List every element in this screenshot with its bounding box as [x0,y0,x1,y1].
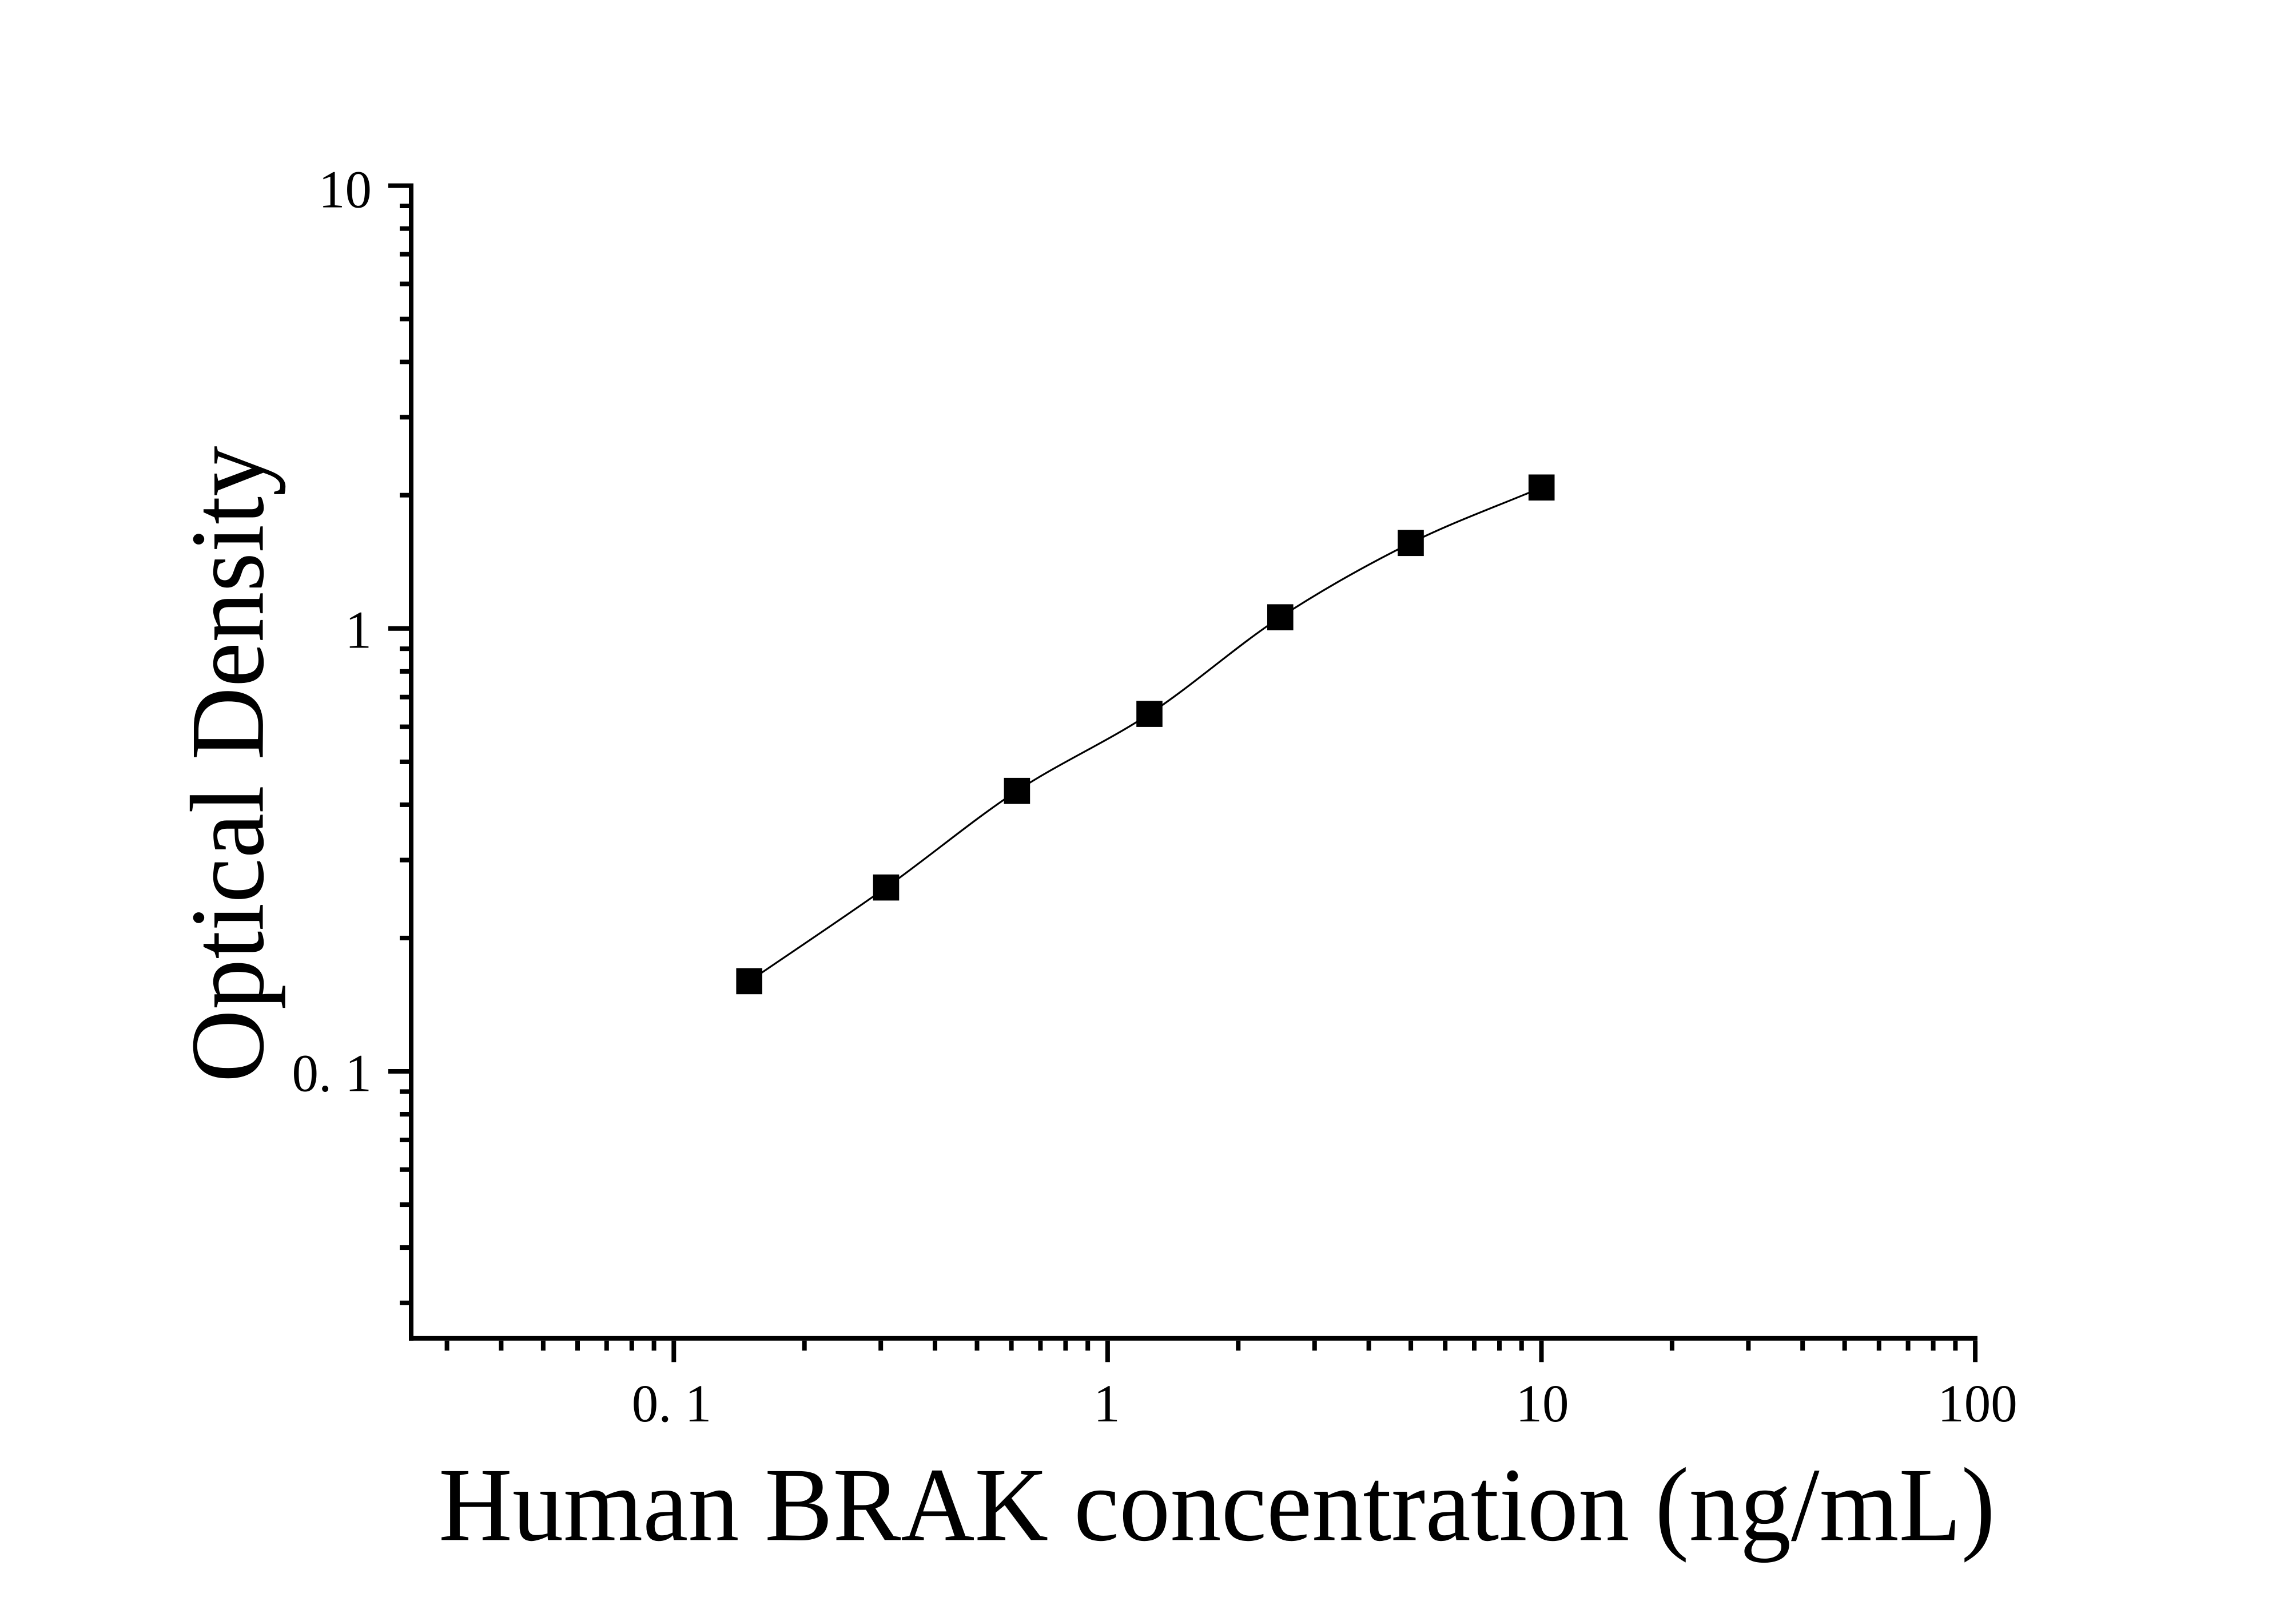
svg-text:Optical Density: Optical Density [169,446,286,1083]
svg-text:10: 10 [1516,1374,1569,1433]
svg-text:0. 1: 0. 1 [292,1044,372,1103]
svg-text:1: 1 [1093,1374,1120,1433]
svg-text:Human BRAK concentration (ng/m: Human BRAK concentration (ng/mL) [439,1446,1995,1563]
svg-text:10: 10 [319,161,372,220]
svg-text:100: 100 [1937,1374,2018,1433]
svg-text:1: 1 [345,601,372,660]
svg-text:0. 1: 0. 1 [632,1374,712,1433]
